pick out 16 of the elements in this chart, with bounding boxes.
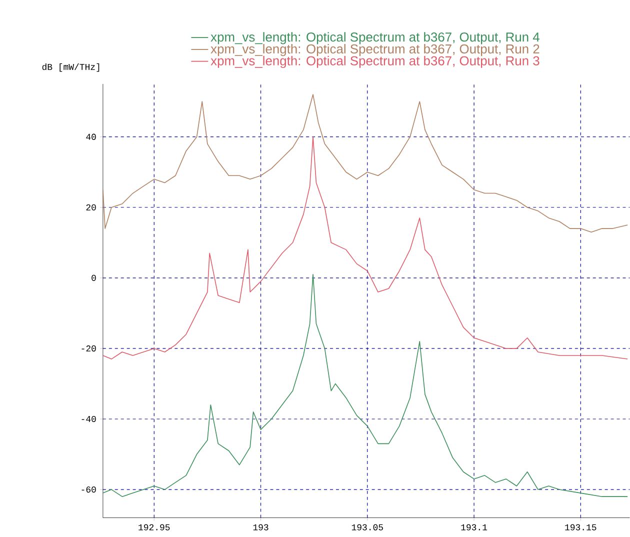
legend-label: xpm_vs_length: Optical Spectrum at b367, Output, Run 3 xyxy=(210,56,540,68)
y-axis-title: dB [mW/THz] xyxy=(42,64,100,72)
y-tick-label: 40 xyxy=(86,134,96,140)
legend-label: xpm_vs_length: Optical Spectrum at b367, Output, Run 2 xyxy=(210,44,540,56)
y-tick-label: 0 xyxy=(92,275,96,282)
x-tick-label: 193.1 xyxy=(461,524,488,530)
x-tick-label: 193 xyxy=(253,524,268,530)
y-tick-label: -40 xyxy=(82,416,96,422)
legend-label: xpm_vs_length: Optical Spectrum at b367, Output, Run 4 xyxy=(210,32,540,44)
line-series xyxy=(102,94,628,233)
x-tick-label: 193.05 xyxy=(352,524,383,530)
y-tick-label: -20 xyxy=(82,346,96,352)
x-tick-label: 192.95 xyxy=(138,524,170,530)
y-tick-label: 20 xyxy=(86,204,96,211)
x-tick-label: 193.15 xyxy=(565,524,596,530)
y-tick-label: -60 xyxy=(82,486,96,493)
